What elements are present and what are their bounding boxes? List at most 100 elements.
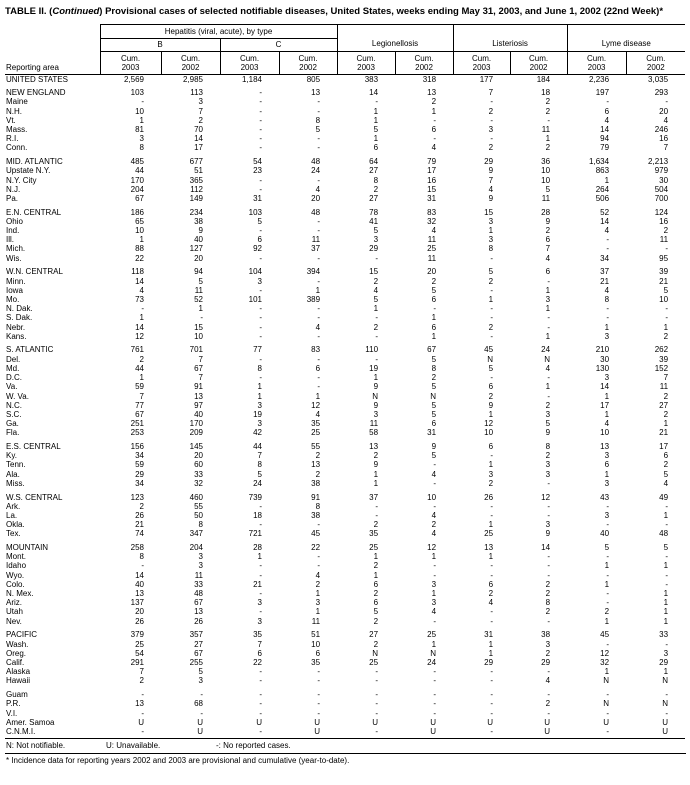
cell-value: - bbox=[490, 97, 494, 107]
column-header-cum-2002: Cum. 2002 bbox=[394, 51, 454, 75]
row-label: Fla. bbox=[6, 428, 20, 438]
row-label: Conn. bbox=[6, 143, 28, 153]
column-header-cum-2003: Cum. 2003 bbox=[452, 51, 511, 75]
cell-value: 1 bbox=[604, 579, 610, 589]
cell-value: 8 bbox=[139, 143, 144, 153]
cell-value: 347 bbox=[189, 529, 203, 539]
cell-value: - bbox=[433, 460, 437, 470]
cell-value: 48 bbox=[311, 207, 321, 217]
cell-value: 44 bbox=[253, 442, 262, 452]
cell-value: 4 bbox=[431, 607, 437, 617]
table-row-e-s-central: E.S. CENTRAL 156 145 44 55 13 9 6 8 13 17 bbox=[5, 438, 685, 452]
row-label: Ark. bbox=[6, 501, 21, 511]
cell-value: 1 bbox=[545, 285, 551, 295]
cell-value: 20 bbox=[311, 193, 321, 203]
cell-value: 7 bbox=[139, 391, 144, 401]
table-row-ariz: Ariz. 137 67 3 3 6 3 4 8 - 1 bbox=[5, 598, 685, 607]
table-row-va: Va. 59 91 1 - 9 5 6 1 14 11 bbox=[5, 382, 685, 391]
cell-value: 45 bbox=[600, 630, 610, 640]
row-label: Ariz. bbox=[6, 598, 22, 608]
cell-value: 5 bbox=[545, 419, 551, 429]
cell-value: 39 bbox=[659, 267, 669, 277]
cell-value: - bbox=[259, 676, 262, 686]
cell-value: 10 bbox=[135, 226, 144, 236]
cell-value: 67 bbox=[194, 648, 203, 658]
cell-value: 33 bbox=[659, 630, 669, 640]
table-row-iowa: Iowa 4 11 - 1 4 5 - 1 4 5 bbox=[5, 286, 685, 295]
cell-value: 38 bbox=[194, 216, 203, 226]
cell-value: 17 bbox=[659, 442, 669, 452]
cell-value: 7 bbox=[488, 88, 494, 98]
table-row-pacific: PACIFIC 379 357 35 51 27 25 31 38 45 33 bbox=[5, 626, 685, 640]
cell-value: 24 bbox=[427, 657, 437, 667]
table-row-hawaii: Hawaii 2 3 - - - - - 4 N N bbox=[5, 676, 685, 685]
cell-value: - bbox=[317, 97, 321, 107]
cell-value: 25 bbox=[135, 639, 144, 649]
cell-value: 7 bbox=[198, 106, 203, 116]
cell-value: 4 bbox=[315, 409, 321, 419]
cell-value: 2 bbox=[315, 469, 321, 479]
cell-value: 9 bbox=[488, 193, 494, 203]
cell-value: 112 bbox=[190, 184, 203, 194]
cell-value: 1 bbox=[604, 391, 610, 401]
header-group-row-1: Reporting area Hepatitis (viral, acute),… bbox=[5, 23, 686, 75]
row-label: Miss. bbox=[6, 478, 25, 488]
cell-value: 318 bbox=[422, 74, 437, 84]
cell-value: - bbox=[665, 579, 669, 589]
cell-value: - bbox=[606, 235, 610, 245]
cell-value: - bbox=[433, 699, 437, 709]
cell-value: - bbox=[317, 175, 321, 185]
cell-value: 26 bbox=[194, 616, 203, 626]
cell-value: 2 bbox=[604, 607, 610, 617]
table-row-ind: Ind. 10 9 - - 5 4 1 2 4 2 bbox=[5, 226, 685, 235]
row-label: N.Y. City bbox=[6, 175, 37, 185]
cell-value: 113 bbox=[190, 88, 203, 98]
cell-value: 8 bbox=[604, 294, 610, 304]
table-row-n-h: N.H. 10 7 - - 1 1 2 2 6 20 bbox=[5, 107, 685, 116]
cell-value: 721 bbox=[248, 529, 262, 539]
cell-value: U bbox=[487, 717, 494, 727]
cell-value: 1 bbox=[257, 382, 262, 392]
cell-value: 2,569 bbox=[123, 74, 144, 84]
cell-value: 10 bbox=[135, 106, 144, 116]
row-label: Md. bbox=[6, 363, 20, 373]
table-row-ohio: Ohio 65 38 5 - 41 32 3 9 14 16 bbox=[5, 217, 685, 226]
cell-value: - bbox=[606, 97, 610, 107]
cell-value: 92 bbox=[253, 244, 262, 254]
cell-value: 149 bbox=[189, 193, 203, 203]
cell-value: - bbox=[259, 570, 262, 580]
cell-value: 11 bbox=[427, 253, 437, 263]
cell-value: 3 bbox=[373, 235, 379, 245]
row-label: S.C. bbox=[6, 409, 22, 419]
row-label: E.N. CENTRAL bbox=[6, 207, 62, 217]
cell-value: 26 bbox=[135, 616, 144, 626]
cell-value: 761 bbox=[130, 345, 144, 355]
cell-value: 3 bbox=[139, 134, 144, 144]
cell-value: 2 bbox=[545, 589, 551, 599]
cell-value: - bbox=[490, 373, 494, 383]
table-row-united-states: UNITED STATES 2,569 2,985 1,184 805 383 318 177… bbox=[5, 74, 685, 84]
cell-value: 21 bbox=[600, 276, 610, 286]
row-label: Wis. bbox=[6, 253, 22, 263]
row-label: Guam bbox=[6, 690, 28, 700]
cell-value: - bbox=[490, 304, 494, 314]
cell-value: 5 bbox=[431, 285, 437, 295]
cell-value: 5 bbox=[198, 667, 203, 677]
cell-value: 2 bbox=[373, 561, 379, 571]
cell-value: 25 bbox=[427, 630, 437, 640]
cell-value: - bbox=[259, 501, 262, 511]
cell-value: 25 bbox=[311, 428, 321, 438]
cell-value: 2 bbox=[373, 616, 379, 626]
cell-value: 253 bbox=[130, 428, 144, 438]
cell-value: - bbox=[259, 322, 262, 332]
cell-value: 2 bbox=[431, 520, 437, 530]
cell-value: 3 bbox=[545, 409, 551, 419]
row-label: UNITED STATES bbox=[6, 74, 68, 84]
table-row-tenn: Tenn. 59 60 8 13 9-1 3 6 2 bbox=[5, 460, 685, 469]
cell-value: 43 bbox=[600, 492, 610, 502]
cell-value: - bbox=[433, 304, 437, 314]
cell-value: - bbox=[317, 667, 321, 677]
row-label: Kans. bbox=[6, 331, 27, 341]
cell-value: 27 bbox=[369, 630, 379, 640]
cell-value: 1 bbox=[545, 382, 551, 392]
